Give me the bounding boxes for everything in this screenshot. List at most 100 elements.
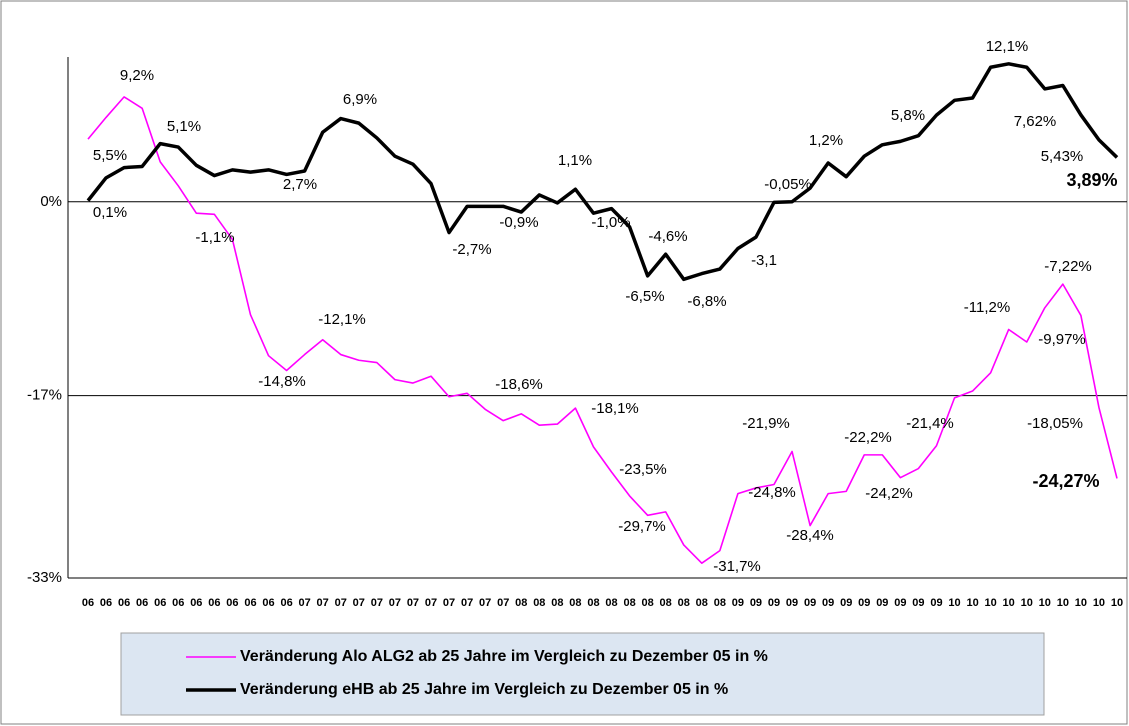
x-tick-label: 06 xyxy=(100,597,112,609)
x-tick-label: 09 xyxy=(804,597,816,609)
annotation: -0,9% xyxy=(499,214,538,231)
x-tick-label: 06 xyxy=(154,597,166,609)
annotation: -28,4% xyxy=(786,527,834,544)
annotation: -1,1% xyxy=(195,229,234,246)
annotation: -7,22% xyxy=(1044,258,1092,275)
y-tick-label: -33% xyxy=(27,569,62,586)
annotation: 7,62% xyxy=(1014,113,1057,130)
annotation: -3,1 xyxy=(751,252,777,269)
x-tick-label: 09 xyxy=(894,597,906,609)
x-tick-label: 08 xyxy=(696,597,708,609)
x-tick-label: 09 xyxy=(768,597,780,609)
x-tick-label: 06 xyxy=(280,597,292,609)
x-tick-label: 06 xyxy=(208,597,220,609)
x-tick-label: 10 xyxy=(1111,597,1123,609)
x-tick-label: 10 xyxy=(1021,597,1033,609)
x-tick-label: 09 xyxy=(750,597,762,609)
x-tick-label: 07 xyxy=(317,597,329,609)
x-tick-label: 07 xyxy=(461,597,473,609)
x-tick-label: 07 xyxy=(353,597,365,609)
x-tick-label: 06 xyxy=(136,597,148,609)
x-tick-label: 07 xyxy=(371,597,383,609)
x-tick-label: 08 xyxy=(623,597,635,609)
annotation: -21,4% xyxy=(906,415,954,432)
x-tick-label: 08 xyxy=(642,597,654,609)
annotation: -22,2% xyxy=(844,429,892,446)
annotation: -11,2% xyxy=(964,299,1010,316)
legend-label: Veränderung eHB ab 25 Jahre im Vergleich… xyxy=(240,681,728,698)
annotation: -18,1% xyxy=(591,400,639,417)
data-line xyxy=(86,62,1119,282)
x-tick-label: 07 xyxy=(335,597,347,609)
annotation: -24,27% xyxy=(1032,471,1099,491)
x-tick-label: 10 xyxy=(1003,597,1015,609)
annotation: -18,05% xyxy=(1027,415,1083,432)
x-tick-label: 08 xyxy=(678,597,690,609)
x-tick-label: 08 xyxy=(714,597,726,609)
annotation: 9,2% xyxy=(120,67,154,84)
x-tick-label: 06 xyxy=(262,597,274,609)
x-tick-label: 07 xyxy=(299,597,311,609)
x-tick-label: 06 xyxy=(82,597,94,609)
annotation: 12,1% xyxy=(986,38,1029,55)
annotation: -14,8% xyxy=(258,373,306,390)
x-tick-label: 08 xyxy=(587,597,599,609)
annotation: 2,7% xyxy=(283,176,317,193)
annotation: 3,89% xyxy=(1066,170,1117,190)
x-tick-label: 09 xyxy=(840,597,852,609)
x-tick-label: 08 xyxy=(569,597,581,609)
annotation: -6,8% xyxy=(687,293,726,310)
x-tick-label: 09 xyxy=(912,597,924,609)
x-tick-label: 10 xyxy=(985,597,997,609)
x-tick-label: 07 xyxy=(479,597,491,609)
x-tick-label: 06 xyxy=(244,597,256,609)
annotation: -2,7% xyxy=(452,241,491,258)
annotation: 1,2% xyxy=(809,132,843,149)
x-tick-label: 06 xyxy=(190,597,202,609)
annotation: -31,7% xyxy=(713,558,761,575)
x-tick-label: 09 xyxy=(786,597,798,609)
legend-label: Veränderung Alo ALG2 ab 25 Jahre im Verg… xyxy=(240,648,768,665)
x-tick-label: 09 xyxy=(732,597,744,609)
x-tick-label: 08 xyxy=(551,597,563,609)
x-tick-label: 06 xyxy=(172,597,184,609)
y-tick-label: 0% xyxy=(40,193,62,210)
legend xyxy=(120,632,1045,716)
x-tick-label: 10 xyxy=(1093,597,1105,609)
annotation: -21,9% xyxy=(742,415,790,432)
x-tick-label: 09 xyxy=(858,597,870,609)
annotation: -24,8% xyxy=(748,484,796,501)
x-tick-label: 07 xyxy=(497,597,509,609)
annotation: -12,1% xyxy=(318,311,366,328)
x-tick-label: 09 xyxy=(930,597,942,609)
annotation: 5,43% xyxy=(1041,148,1084,165)
x-tick-label: 10 xyxy=(1075,597,1087,609)
annotation: -9,97% xyxy=(1038,331,1086,348)
y-tick-label: -17% xyxy=(27,387,62,404)
annotation: 1,1% xyxy=(558,152,592,169)
x-tick-label: 06 xyxy=(118,597,130,609)
x-tick-label: 10 xyxy=(1057,597,1069,609)
annotation: -24,2% xyxy=(865,485,913,502)
x-tick-label: 10 xyxy=(948,597,960,609)
annotation: -6,5% xyxy=(625,288,664,305)
annotation: -29,7% xyxy=(618,518,666,535)
x-tick-label: 07 xyxy=(443,597,455,609)
x-tick-label: 07 xyxy=(389,597,401,609)
x-tick-label: 10 xyxy=(966,597,978,609)
x-tick-label: 07 xyxy=(407,597,419,609)
x-tick-label: 08 xyxy=(515,597,527,609)
x-tick-label: 07 xyxy=(425,597,437,609)
x-tick-label: 08 xyxy=(605,597,617,609)
x-tick-label: 09 xyxy=(822,597,834,609)
x-tick-label: 08 xyxy=(660,597,672,609)
annotation: -1,0% xyxy=(591,214,630,231)
annotation: 5,8% xyxy=(891,107,925,124)
annotation: -18,6% xyxy=(495,376,543,393)
x-tick-label: 09 xyxy=(876,597,888,609)
x-tick-label: 06 xyxy=(226,597,238,609)
x-tick-label: 10 xyxy=(1039,597,1051,609)
data-line xyxy=(87,96,1118,564)
